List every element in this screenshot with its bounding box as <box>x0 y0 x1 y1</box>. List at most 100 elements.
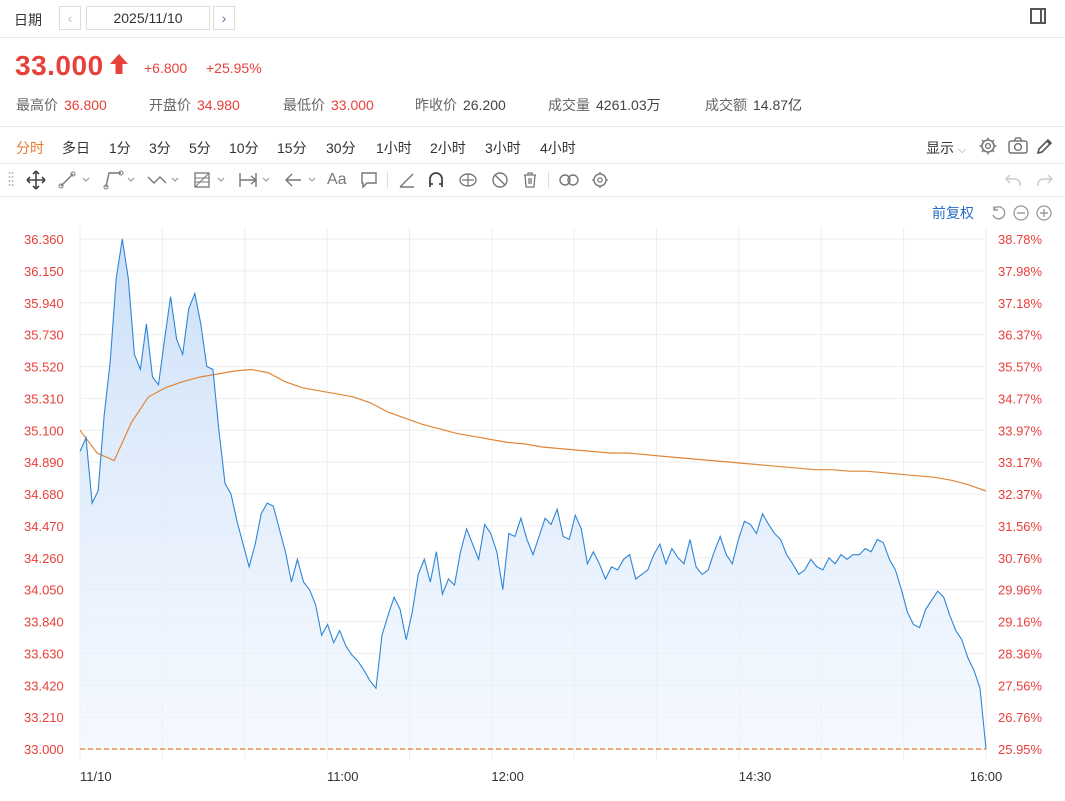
x-tick-label: 11/10 <box>80 769 112 784</box>
toolbar-divider <box>0 196 1065 197</box>
y-tick-label-left: 34.470 <box>24 519 64 534</box>
y-tick-label-right: 34.77% <box>998 391 1043 406</box>
toolbar-separator <box>387 172 388 188</box>
stat-turnover: 成交额 14.87亿 <box>705 95 802 115</box>
drawing-settings-icon[interactable] <box>590 169 610 191</box>
toolbar-separator <box>548 172 549 188</box>
polyline-tool-icon[interactable] <box>102 169 140 191</box>
stat-label: 最高价 <box>16 97 58 113</box>
zoom-in-icon[interactable] <box>1035 204 1053 227</box>
y-tick-label-right: 35.57% <box>998 360 1043 375</box>
display-label: 显示 <box>926 140 954 156</box>
stat-value: 26.200 <box>463 97 506 113</box>
y-tick-label-left: 36.150 <box>24 264 64 279</box>
left-axis: 36.360 36.150 35.940 35.730 35.520 35.310 35.1… <box>24 232 64 757</box>
y-tick-label-right: 37.98% <box>998 264 1043 279</box>
stat-label: 成交量 <box>548 97 590 113</box>
camera-icon[interactable] <box>1007 136 1029 161</box>
tab-4hour[interactable]: 4小时 <box>540 140 576 156</box>
ruler-tool-icon[interactable] <box>397 169 417 191</box>
y-tick-label-right: 30.76% <box>998 551 1043 566</box>
tab-2hour[interactable]: 2小时 <box>430 140 466 156</box>
arrow-tool-icon[interactable] <box>283 169 321 191</box>
right-axis: 38.78% 37.98% 37.18% 36.37% 35.57% 34.77% 33.9… <box>998 232 1043 757</box>
y-tick-label-left: 34.680 <box>24 487 64 502</box>
tab-3hour[interactable]: 3小时 <box>485 140 521 156</box>
tab-intraday[interactable]: 分时 <box>16 140 44 156</box>
prev-date-button[interactable]: ‹ <box>59 6 81 30</box>
gear-icon[interactable] <box>978 136 998 161</box>
redo-icon[interactable] <box>1035 169 1055 191</box>
stat-volume: 成交量 4261.03万 <box>548 95 661 115</box>
adjust-mode-button[interactable]: 前复权 <box>932 205 974 221</box>
stat-open: 开盘价 34.980 <box>149 95 240 115</box>
comment-tool-icon[interactable] <box>359 169 379 191</box>
move-cursor-icon[interactable] <box>25 169 47 191</box>
y-tick-label-left: 35.730 <box>24 328 64 343</box>
x-tick-label: 12:00 <box>491 769 524 784</box>
wave-tool-icon[interactable] <box>146 169 184 191</box>
stat-value: 4261.03万 <box>596 97 661 113</box>
y-tick-label-right: 29.16% <box>998 615 1043 630</box>
chevron-down-icon: ⌵ <box>957 144 967 156</box>
trash-icon[interactable] <box>520 169 540 191</box>
stat-value: 36.800 <box>64 97 107 113</box>
tab-multi-day[interactable]: 多日 <box>62 140 90 156</box>
y-tick-label-left: 33.210 <box>24 710 64 725</box>
stat-value: 34.980 <box>197 97 240 113</box>
tab-10min[interactable]: 10分 <box>229 140 259 156</box>
fibonacci-tool-icon[interactable] <box>192 169 230 191</box>
up-arrow-icon <box>108 52 130 81</box>
lock-drawing-icon[interactable] <box>457 169 479 191</box>
stat-label: 昨收价 <box>415 97 457 113</box>
y-tick-label-right: 32.37% <box>998 487 1043 502</box>
line-tool-icon[interactable] <box>57 169 95 191</box>
display-menu[interactable]: 显示 ⌵ <box>926 138 966 158</box>
date-label: 日期 <box>14 12 42 28</box>
reset-icon[interactable] <box>990 204 1008 227</box>
y-tick-label-right: 26.76% <box>998 710 1043 725</box>
tab-5min[interactable]: 5分 <box>189 140 211 156</box>
y-tick-label-right: 25.95% <box>998 742 1043 757</box>
panel-toggle-icon[interactable] <box>1030 8 1046 24</box>
y-tick-label-right: 33.97% <box>998 423 1043 438</box>
zoom-out-icon[interactable] <box>1012 204 1030 227</box>
tab-30min[interactable]: 30分 <box>326 140 356 156</box>
drag-handle-icon[interactable] <box>8 170 14 192</box>
y-tick-label-right: 31.56% <box>998 519 1043 534</box>
next-date-button[interactable]: › <box>213 6 235 30</box>
y-tick-label-left: 35.520 <box>24 360 64 375</box>
pencil-icon[interactable] <box>1035 136 1055 161</box>
x-axis: 11/10 11:00 12:00 14:30 16:00 <box>80 769 1002 784</box>
header-divider <box>0 37 1065 38</box>
stat-label: 开盘价 <box>149 97 191 113</box>
y-tick-label-left: 34.050 <box>24 583 64 598</box>
tab-3min[interactable]: 3分 <box>149 140 171 156</box>
average-price-line <box>79 368 987 492</box>
y-tick-label-left: 35.940 <box>24 296 64 311</box>
y-tick-label-left: 36.360 <box>24 232 64 247</box>
tab-1hour[interactable]: 1小时 <box>376 140 412 156</box>
stat-value: 14.87亿 <box>753 97 803 113</box>
undo-icon[interactable] <box>1003 169 1023 191</box>
x-tick-label: 14:30 <box>739 769 772 784</box>
magnet-icon[interactable] <box>426 169 446 191</box>
stat-high: 最高价 36.800 <box>16 95 107 115</box>
measure-tool-icon[interactable] <box>237 169 275 191</box>
y-tick-label-left: 34.890 <box>24 455 64 470</box>
y-tick-label-right: 29.96% <box>998 583 1043 598</box>
y-tick-label-left: 33.000 <box>24 742 64 757</box>
tab-15min[interactable]: 15分 <box>277 140 307 156</box>
y-tick-label-right: 33.17% <box>998 455 1043 470</box>
text-tool-icon[interactable]: Aa <box>327 171 347 188</box>
x-tick-label: 16:00 <box>970 769 1003 784</box>
hide-drawings-icon[interactable] <box>489 169 511 191</box>
y-tick-label-right: 28.36% <box>998 646 1043 661</box>
tab-1min[interactable]: 1分 <box>109 140 131 156</box>
date-input[interactable]: 2025/11/10 <box>86 6 210 30</box>
y-tick-label-right: 37.18% <box>998 296 1043 311</box>
quote-divider <box>0 126 1065 127</box>
link-icon[interactable] <box>557 169 581 191</box>
last-price: 33.000 <box>15 50 104 81</box>
